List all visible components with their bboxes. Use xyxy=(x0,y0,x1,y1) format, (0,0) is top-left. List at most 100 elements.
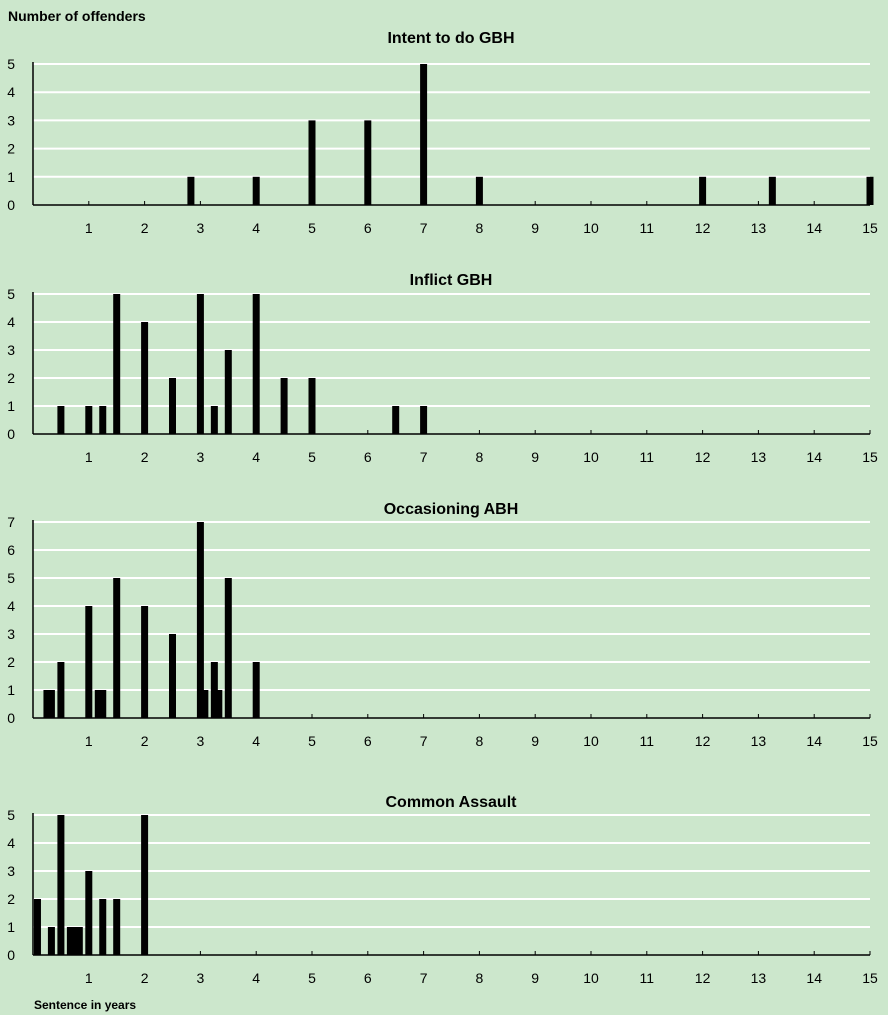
x-tick-label: 11 xyxy=(640,970,655,986)
x-tick-label: 4 xyxy=(252,733,260,749)
x-tick-label: 11 xyxy=(640,449,655,465)
bar xyxy=(85,406,93,434)
y-tick-label: 5 xyxy=(7,570,15,586)
y-tick-label: 2 xyxy=(7,891,15,907)
bar xyxy=(475,176,483,205)
bar xyxy=(215,690,223,718)
bar xyxy=(210,406,218,434)
y-tick-label: 1 xyxy=(7,398,15,414)
y-tick-label: 0 xyxy=(7,426,15,442)
x-tick-label: 12 xyxy=(695,733,711,749)
bar xyxy=(280,378,288,434)
x-tick-label: 12 xyxy=(695,970,711,986)
bar xyxy=(94,690,102,718)
x-tick-label: 11 xyxy=(640,220,655,236)
y-tick-label: 4 xyxy=(7,314,15,330)
bar xyxy=(196,294,204,434)
y-tick-label: 1 xyxy=(7,169,15,185)
y-tick-label: 0 xyxy=(7,197,15,213)
x-tick-label: 2 xyxy=(141,220,149,236)
x-tick-label: 13 xyxy=(751,970,767,986)
x-tick-label: 7 xyxy=(420,220,428,236)
x-tick-label: 14 xyxy=(806,449,822,465)
y-tick-label: 7 xyxy=(7,514,15,530)
bar xyxy=(71,927,79,955)
bar xyxy=(252,176,260,205)
bar xyxy=(866,176,874,205)
bar xyxy=(201,690,209,718)
x-tick-label: 9 xyxy=(531,449,539,465)
bar xyxy=(47,690,55,718)
bar xyxy=(113,294,121,434)
x-tick-label: 3 xyxy=(197,970,205,986)
x-tick-label: 1 xyxy=(85,220,93,236)
x-tick-label: 3 xyxy=(197,733,205,749)
chart-title: Common Assault xyxy=(386,794,518,811)
y-tick-label: 4 xyxy=(7,835,15,851)
bar xyxy=(252,662,260,718)
y-tick-label: 2 xyxy=(7,654,15,670)
x-tick-label: 8 xyxy=(476,970,484,986)
y-axis-label: Number of offenders xyxy=(8,8,146,24)
bar xyxy=(210,662,218,718)
x-tick-label: 2 xyxy=(141,733,149,749)
x-tick-label: 13 xyxy=(751,449,767,465)
x-axis-label: Sentence in years xyxy=(34,998,137,1012)
bar xyxy=(43,690,51,718)
bar xyxy=(47,927,55,955)
x-tick-label: 5 xyxy=(308,449,316,465)
y-tick-label: 2 xyxy=(7,141,15,157)
y-tick-label: 3 xyxy=(7,863,15,879)
x-tick-label: 9 xyxy=(531,733,539,749)
bar xyxy=(99,690,107,718)
bar xyxy=(141,815,149,955)
y-tick-label: 3 xyxy=(7,342,15,358)
y-tick-label: 0 xyxy=(7,947,15,963)
bar xyxy=(85,871,93,955)
x-tick-label: 10 xyxy=(583,220,599,236)
x-tick-label: 10 xyxy=(583,970,599,986)
x-tick-label: 9 xyxy=(531,970,539,986)
x-tick-label: 15 xyxy=(862,220,878,236)
chart-title: Occasioning ABH xyxy=(384,501,519,518)
x-tick-label: 4 xyxy=(252,449,260,465)
bar xyxy=(75,927,83,955)
chart-title: Intent to do GBH xyxy=(387,30,514,47)
bar xyxy=(57,815,65,955)
bar xyxy=(57,662,65,718)
bar xyxy=(308,120,316,205)
x-tick-label: 5 xyxy=(308,970,316,986)
bar xyxy=(392,406,400,434)
x-tick-label: 5 xyxy=(308,733,316,749)
x-tick-label: 13 xyxy=(751,220,767,236)
bar xyxy=(33,899,41,955)
x-tick-label: 10 xyxy=(583,449,599,465)
bar xyxy=(224,350,232,434)
bar xyxy=(768,176,776,205)
x-tick-label: 2 xyxy=(141,970,149,986)
y-tick-label: 6 xyxy=(7,542,15,558)
bar xyxy=(113,899,121,955)
x-tick-label: 8 xyxy=(476,449,484,465)
y-tick-label: 3 xyxy=(7,626,15,642)
x-tick-label: 7 xyxy=(420,970,428,986)
x-tick-label: 4 xyxy=(252,970,260,986)
x-tick-label: 8 xyxy=(476,733,484,749)
y-tick-label: 5 xyxy=(7,56,15,72)
x-tick-label: 6 xyxy=(364,220,372,236)
bar xyxy=(99,406,107,434)
x-tick-label: 11 xyxy=(640,733,655,749)
y-tick-label: 1 xyxy=(7,682,15,698)
bar xyxy=(66,927,74,955)
x-tick-label: 7 xyxy=(420,733,428,749)
x-tick-label: 1 xyxy=(85,970,93,986)
bar xyxy=(308,378,316,434)
x-tick-label: 15 xyxy=(862,449,878,465)
bar xyxy=(169,634,176,718)
y-tick-label: 4 xyxy=(7,84,15,100)
x-tick-label: 2 xyxy=(141,449,149,465)
x-tick-label: 3 xyxy=(197,220,205,236)
x-tick-label: 6 xyxy=(364,449,372,465)
x-tick-label: 15 xyxy=(862,970,878,986)
